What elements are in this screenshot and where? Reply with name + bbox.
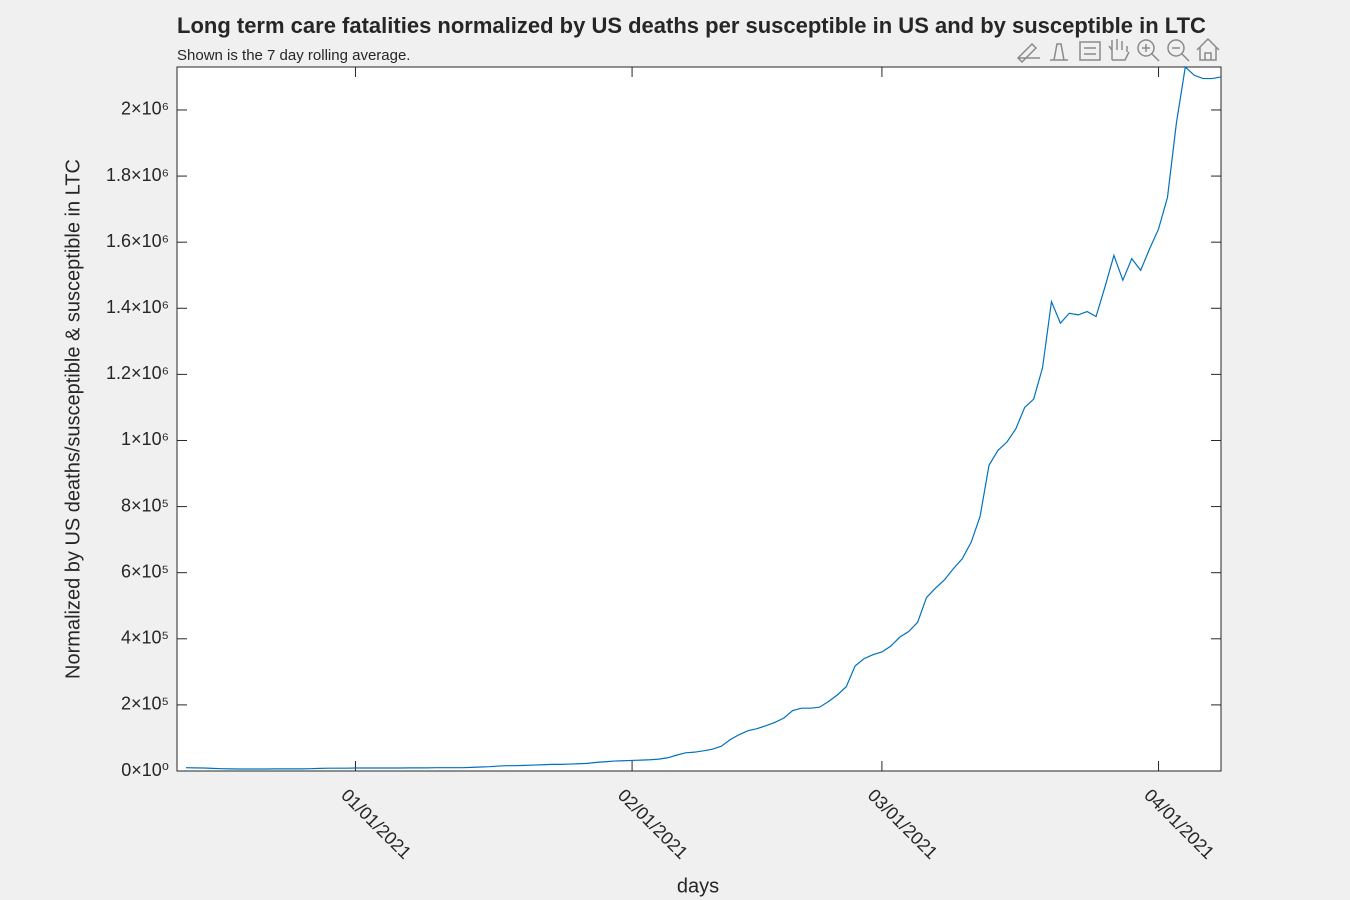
zoom-in-button[interactable] xyxy=(1137,39,1160,62)
chart-subtitle: Shown is the 7 day rolling average. xyxy=(177,47,410,64)
y-tick-label: 1×10⁶ xyxy=(121,429,169,449)
toolbar xyxy=(1016,37,1220,64)
y-tick-label: 2×10⁶ xyxy=(121,99,169,119)
pan-button[interactable] xyxy=(1108,39,1130,61)
data-line xyxy=(185,65,1222,770)
home-button[interactable] xyxy=(1196,37,1220,61)
y-tick-label: 1.6×10⁶ xyxy=(106,231,169,251)
y-tick-label: 1.8×10⁶ xyxy=(106,165,169,185)
zoom-out-button[interactable] xyxy=(1167,39,1190,62)
y-tick-label: 2×10⁵ xyxy=(121,694,169,714)
y-tick-label: 4×10⁵ xyxy=(121,628,169,648)
y-tick-label: 1.2×10⁶ xyxy=(106,363,169,383)
data-tip-button[interactable] xyxy=(1050,43,1068,61)
brush-button[interactable] xyxy=(1016,42,1040,64)
x-axis-label: days xyxy=(677,875,719,897)
y-axis-label: Normalized by US deaths/susceptible & su… xyxy=(62,159,84,679)
plot-area xyxy=(176,66,1222,772)
y-tick-label: 0×10⁰ xyxy=(121,760,169,780)
y-tick-label: 1.4×10⁶ xyxy=(106,297,169,317)
y-tick-label: 8×10⁵ xyxy=(121,495,169,515)
chart-title: Long term care fatalities normalized by … xyxy=(177,13,1206,38)
legend-button[interactable] xyxy=(1079,41,1101,61)
y-tick-label: 6×10⁵ xyxy=(121,561,169,581)
